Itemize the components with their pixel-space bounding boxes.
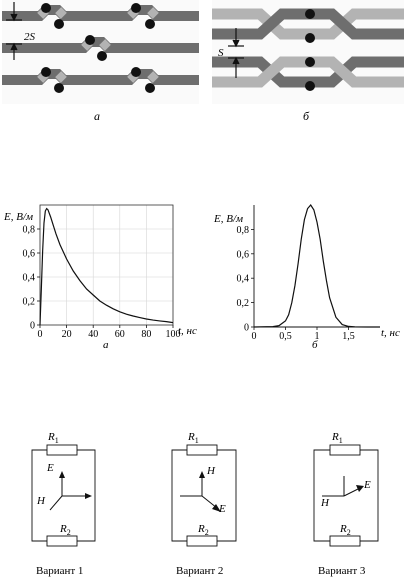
chart-a-frame (39, 204, 174, 326)
variant-2: R1 R2 H E Вариант 2 (171, 431, 237, 577)
variant-3: R1 R2 H E Вариант 3 (313, 431, 379, 577)
variant-1: R1 R2 E H Вариант 1 (31, 431, 96, 577)
chart-a-xtick-label: 20 (62, 329, 72, 340)
variant-1-up-arrowhead (59, 471, 65, 478)
variant-1-diag-line (49, 495, 63, 511)
variant-2-up-arrowhead (199, 471, 205, 478)
chart-b-ytick-label: 0,8 (237, 225, 250, 236)
chart-a-ytick-label: 0,8 (23, 225, 36, 236)
chart-b-ytick-label: 0 (244, 323, 249, 334)
chart-b-ytick-label: 0,2 (237, 298, 250, 309)
chart-a-xlabel: t, нс (178, 325, 197, 337)
variant-1-caption: Вариант 1 (36, 565, 83, 577)
chart-a-xtick-label: 80 (141, 329, 151, 340)
chart-b-ytick-label: 0,4 (237, 274, 250, 285)
chart-a-ytick-label: 0 (30, 321, 35, 332)
wire-panel-b: S б (212, 0, 404, 123)
chart-b-xtick-label: 0,5 (279, 331, 292, 342)
contact-dots (41, 3, 155, 93)
chart-b-ylabel: E, В/м (213, 213, 243, 225)
chart-a-grid (39, 205, 174, 326)
variant-3-diag-label: E (363, 479, 371, 491)
chart-b: E, В/м 0 0,5 1 1,5 0 0,2 0,4 0,6 0,8 t, нс б (213, 204, 400, 351)
wire-2 (2, 37, 199, 53)
variant-3-r2-label: R2 (339, 523, 351, 537)
chart-a-series-line (39, 207, 174, 326)
spacing-marker-s (228, 28, 244, 78)
variant-3-caption: Вариант 3 (318, 565, 366, 577)
chart-b-caption: б (312, 339, 318, 351)
variant-3-resistor-bottom (329, 535, 361, 547)
chart-a-caption: а (103, 339, 109, 351)
contact-dots-b (305, 9, 315, 91)
chart-b-xlabel: t, нс (381, 327, 400, 339)
chart-a-xtick-label: 0 (38, 329, 43, 340)
spacing-label-2s: 2S (24, 31, 36, 43)
spacing-marker-2s (6, 2, 22, 60)
chart-a-xtick-label: 40 (88, 329, 98, 340)
variant-1-r1-label: R1 (47, 431, 59, 445)
chart-b-series-line (253, 204, 380, 328)
variant-1-side-label: H (36, 495, 46, 507)
variant-3-resistor-top (329, 444, 361, 456)
variant-1-r2-label: R2 (59, 523, 71, 537)
variant-3-diag-arrow (343, 487, 361, 497)
variant-3-r1-label: R1 (331, 431, 343, 445)
chart-a-xtick-label: 60 (115, 329, 125, 340)
chart-b-xtick-label: 1,5 (342, 331, 355, 342)
variant-2-resistor-top (186, 444, 218, 456)
variant-2-up-label: H (206, 465, 216, 477)
chart-b-xtick-label: 1 (315, 331, 320, 342)
variant-2-r1-label: R1 (187, 431, 199, 445)
variant-2-r2-label: R2 (197, 523, 209, 537)
chart-a-ticks: 0 20 40 60 80 100 0 0,2 0,4 0,6 0,8 (23, 225, 181, 341)
chart-a-ylabel: E, В/м (3, 211, 33, 223)
chart-b-ytick-label: 0,6 (237, 249, 250, 260)
chart-a-ytick-label: 0,4 (23, 273, 36, 284)
panel-caption-a: а (94, 109, 100, 123)
wire-panel-a: 2S а (2, 0, 199, 123)
chart-a-ytick-label: 0,2 (23, 297, 36, 308)
chart-a: E, В/м 0 20 40 60 80 100 0 0,2 0,4 0,6 0,8 t, нс а (3, 204, 197, 351)
panel-caption-b: б (303, 109, 310, 123)
variant-1-resistor-bottom (46, 535, 78, 547)
chart-b-xtick-label: 0 (252, 331, 257, 342)
spacing-label-s: S (218, 47, 224, 59)
variant-1-resistor-top (46, 444, 78, 456)
chart-a-ytick-label: 0,6 (23, 249, 36, 260)
wire-1 (2, 5, 199, 21)
chart-b-ticks: 0 0,5 1 1,5 0 0,2 0,4 0,6 0,8 (237, 225, 355, 342)
variant-2-diag-label: E (218, 503, 226, 515)
variant-1-up-label: E (46, 462, 54, 474)
variant-3-side-label: H (320, 497, 330, 509)
wire-3 (2, 69, 199, 85)
chart-a-xtick-label: 100 (166, 329, 181, 340)
variant-3-diag-arrowhead (356, 485, 364, 492)
variant-2-resistor-bottom (186, 535, 218, 547)
variant-1-side-arrowhead (85, 493, 92, 499)
variant-2-diag-arrowhead (212, 504, 221, 512)
variant-2-caption: Вариант 2 (176, 565, 223, 577)
